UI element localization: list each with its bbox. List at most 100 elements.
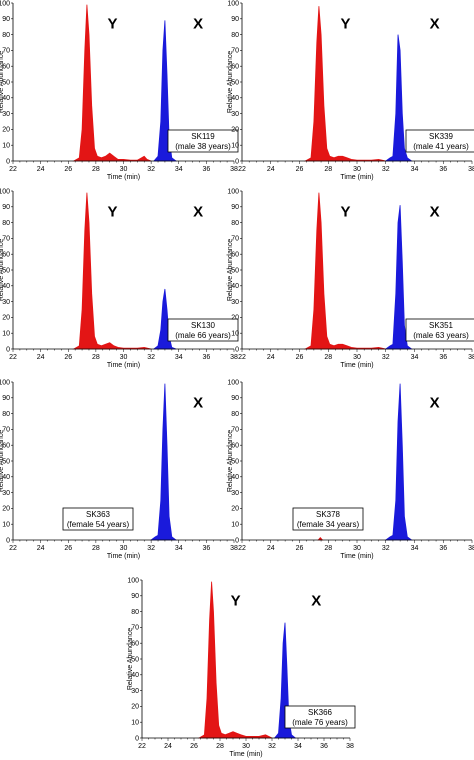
- x-tick-label: 32: [268, 743, 276, 750]
- y-tick-label: 50: [231, 79, 239, 86]
- y-tick-label: 10: [131, 720, 139, 727]
- sample-id-label: SK119: [191, 132, 215, 141]
- x-tick-label: 38: [468, 545, 474, 552]
- y-tick-label: 50: [231, 267, 239, 274]
- x-tick-label: 22: [138, 743, 146, 750]
- sample-info-box: [62, 507, 134, 531]
- y-tick-label: 20: [2, 315, 10, 322]
- x-tick-label: 34: [294, 743, 302, 750]
- y-axis-title: Relative Abundance: [227, 51, 234, 113]
- x-tick-label: 22: [9, 545, 17, 552]
- sample-info-box: [167, 129, 239, 153]
- y-tick-label: 90: [131, 593, 139, 600]
- sample-info-label: (male 76 years): [292, 718, 348, 727]
- x-tick-label: 34: [175, 354, 183, 361]
- peak-label-y: Y: [340, 15, 350, 32]
- y-tick-label: 60: [131, 641, 139, 648]
- peak-label-x: X: [430, 15, 440, 32]
- y-axis-title: Relative Abundance: [0, 239, 5, 301]
- x-tick-label: 32: [147, 354, 155, 361]
- y-tick-label: 70: [2, 427, 10, 434]
- peak-y-area: [303, 6, 386, 162]
- y-tick-label: 60: [231, 64, 239, 71]
- x-axis-title: Time (min): [340, 362, 373, 369]
- x-tick-label: 34: [411, 545, 419, 552]
- y-tick-label: 100: [0, 0, 10, 7]
- x-tick-label: 28: [324, 354, 332, 361]
- peak-x-area: [384, 383, 413, 541]
- x-tick-label: 32: [147, 545, 155, 552]
- chromatogram-panel-sk378: 0 10 20 30 40 50 60 70 80 90 100 22 24 26 28 30 32 34 36 38…: [227, 379, 474, 560]
- y-tick-label: 100: [227, 379, 239, 386]
- x-tick-label: 30: [120, 545, 128, 552]
- x-tick-label: 22: [9, 354, 17, 361]
- x-tick-label: 26: [64, 545, 72, 552]
- y-tick-label: 30: [131, 688, 139, 695]
- y-tick-label: 30: [231, 490, 239, 497]
- y-tick-label: 90: [2, 16, 10, 23]
- y-tick-label: 20: [231, 127, 239, 134]
- x-tick-label: 24: [37, 354, 45, 361]
- x-axis-title: Time (min): [107, 362, 140, 369]
- x-tick-label: 38: [468, 354, 474, 361]
- sample-info-label: (male 41 years): [413, 142, 469, 151]
- x-tick-label: 36: [202, 545, 210, 552]
- y-tick-label: 70: [231, 48, 239, 55]
- sample-info-label: (male 63 years): [413, 331, 469, 340]
- y-tick-label: 20: [231, 315, 239, 322]
- y-tick-label: 80: [231, 220, 239, 227]
- sample-id-label: SK351: [429, 321, 454, 330]
- y-tick-label: 0: [235, 537, 239, 544]
- chromatogram-panel-sk366: 0 10 20 30 40 50 60 70 80 90 100 22 24 26 28 30 32 34 36 38…: [127, 577, 356, 758]
- y-tick-label: 100: [0, 188, 10, 195]
- x-tick-label: 32: [382, 545, 390, 552]
- x-tick-label: 24: [37, 166, 45, 173]
- y-tick-label: 30: [2, 299, 10, 306]
- x-tick-label: 26: [190, 743, 198, 750]
- y-tick-label: 50: [131, 656, 139, 663]
- y-tick-label: 40: [2, 474, 10, 481]
- y-tick-label: 80: [231, 411, 239, 418]
- y-tick-label: 50: [2, 458, 10, 465]
- x-tick-label: 30: [120, 354, 128, 361]
- x-tick-label: 30: [353, 545, 361, 552]
- y-tick-label: 70: [231, 236, 239, 243]
- sample-info-label: (female 54 years): [67, 520, 130, 529]
- x-axis-title: Time (min): [229, 751, 262, 758]
- y-tick-label: 40: [231, 283, 239, 290]
- x-tick-label: 30: [120, 166, 128, 173]
- x-tick-label: 38: [230, 545, 238, 552]
- y-tick-label: 20: [131, 704, 139, 711]
- x-tick-label: 38: [468, 166, 474, 173]
- y-tick-label: 80: [2, 32, 10, 39]
- y-tick-label: 0: [235, 346, 239, 353]
- x-tick-label: 22: [238, 354, 246, 361]
- x-tick-label: 26: [296, 545, 304, 552]
- y-tick-label: 50: [2, 267, 10, 274]
- y-tick-label: 80: [231, 32, 239, 39]
- y-tick-label: 70: [231, 427, 239, 434]
- y-tick-label: 80: [2, 220, 10, 227]
- x-tick-label: 30: [242, 743, 250, 750]
- peak-label-y: Y: [340, 203, 350, 220]
- y-tick-label: 90: [2, 395, 10, 402]
- y-tick-label: 100: [227, 0, 239, 7]
- x-tick-label: 38: [346, 743, 354, 750]
- y-tick-label: 20: [2, 127, 10, 134]
- sample-info-box: [405, 129, 474, 153]
- x-axis-title: Time (min): [107, 174, 140, 181]
- sample-info-box: [405, 318, 474, 342]
- y-tick-label: 70: [2, 48, 10, 55]
- peak-x-area: [153, 20, 178, 162]
- x-tick-label: 26: [64, 354, 72, 361]
- y-tick-label: 60: [2, 443, 10, 450]
- peak-label-y: Y: [107, 203, 117, 220]
- sample-info-box: [284, 705, 356, 729]
- y-tick-label: 10: [231, 331, 239, 338]
- y-axis-title: Relative Abundance: [227, 239, 234, 301]
- x-axis-title: Time (min): [340, 174, 373, 181]
- y-tick-label: 60: [231, 443, 239, 450]
- y-tick-label: 10: [2, 522, 10, 529]
